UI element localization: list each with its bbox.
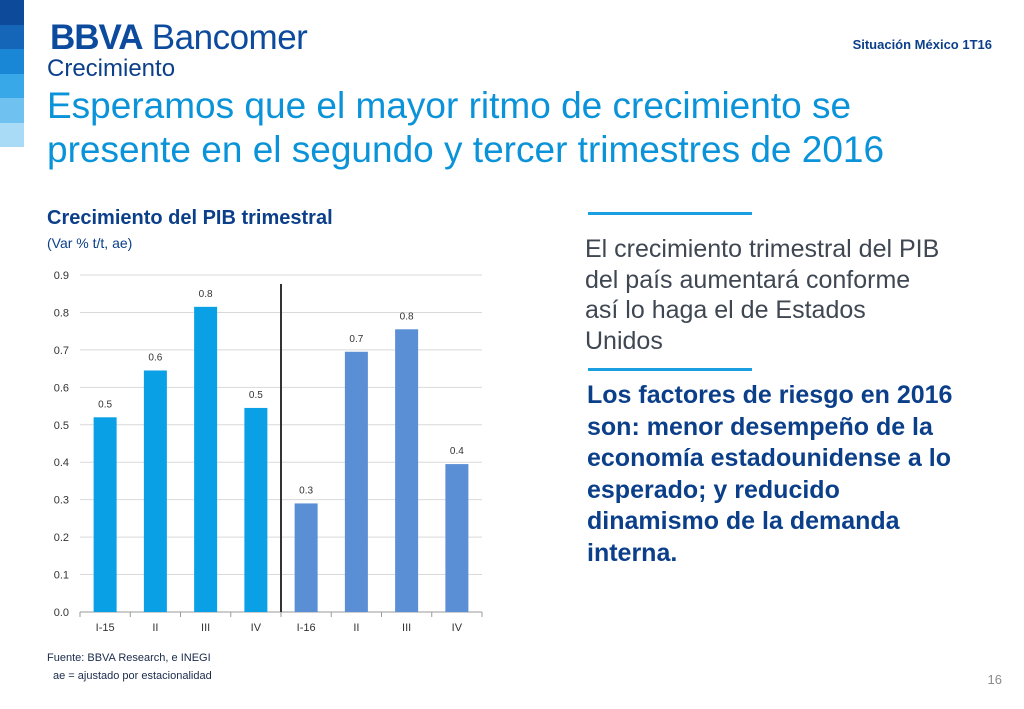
bar-data-label: 0.7	[349, 334, 363, 345]
x-tick-label: IV	[251, 622, 262, 634]
report-id: Situación México 1T16	[852, 37, 992, 52]
y-tick-label: 0.5	[54, 420, 69, 432]
y-tick-label: 0.6	[54, 382, 69, 394]
bar-data-label: 0.4	[450, 446, 464, 457]
bar	[395, 329, 419, 612]
bar-data-label: 0.5	[98, 399, 112, 410]
brand-light-text: Bancomer	[142, 18, 308, 57]
bar	[244, 407, 268, 612]
x-tick-label: I-15	[96, 622, 115, 634]
bar-data-label: 0.5	[249, 390, 263, 401]
x-tick-label: IV	[452, 622, 463, 634]
bar-data-label: 0.6	[148, 352, 162, 363]
bar-data-label: 0.8	[400, 311, 414, 322]
y-tick-label: 0.8	[54, 307, 69, 319]
corner-color-strip	[0, 0, 24, 147]
bar	[143, 370, 167, 612]
divider-rule-middle	[588, 368, 752, 371]
y-tick-label: 0.2	[54, 532, 69, 544]
bbva-bancomer-logo: BBVA Bancomer	[50, 18, 308, 58]
bar-data-label: 0.3	[299, 485, 313, 496]
y-tick-label: 0.3	[54, 495, 69, 507]
bar	[445, 464, 469, 612]
y-tick-label: 0.0	[54, 607, 69, 619]
brand-bold-text: BBVA	[50, 18, 144, 57]
source-note: Fuente: BBVA Research, e INEGI	[47, 652, 211, 664]
page-number: 16	[987, 672, 1002, 687]
x-tick-label: I-16	[297, 622, 316, 634]
bar	[194, 306, 218, 612]
y-tick-label: 0.9	[54, 270, 69, 282]
chart-subtitle: (Var % t/t, ae)	[47, 235, 133, 251]
y-tick-label: 0.7	[54, 345, 69, 357]
message-outlook: El crecimiento trimestral del PIB del pa…	[585, 235, 940, 355]
y-tick-label: 0.1	[54, 570, 69, 582]
bar	[93, 417, 117, 612]
abbreviation-note: ae = ajustado por estacionalidad	[53, 670, 212, 682]
x-tick-label: III	[201, 622, 210, 634]
message-risks: Los factores de riesgo en 2016 son: meno…	[587, 381, 953, 567]
section-title: Crecimiento	[47, 55, 176, 82]
chart-title: Crecimiento del PIB trimestral	[47, 207, 333, 229]
x-tick-label: II	[152, 622, 158, 634]
bar-data-label: 0.8	[199, 289, 213, 300]
x-tick-label: III	[402, 622, 411, 634]
y-tick-label: 0.4	[54, 457, 69, 469]
bar	[344, 351, 368, 612]
page-headline: Esperamos que el mayor ritmo de crecimie…	[47, 85, 885, 170]
divider-rule-top	[588, 212, 752, 215]
x-tick-label: II	[353, 622, 359, 634]
bar	[294, 503, 318, 612]
